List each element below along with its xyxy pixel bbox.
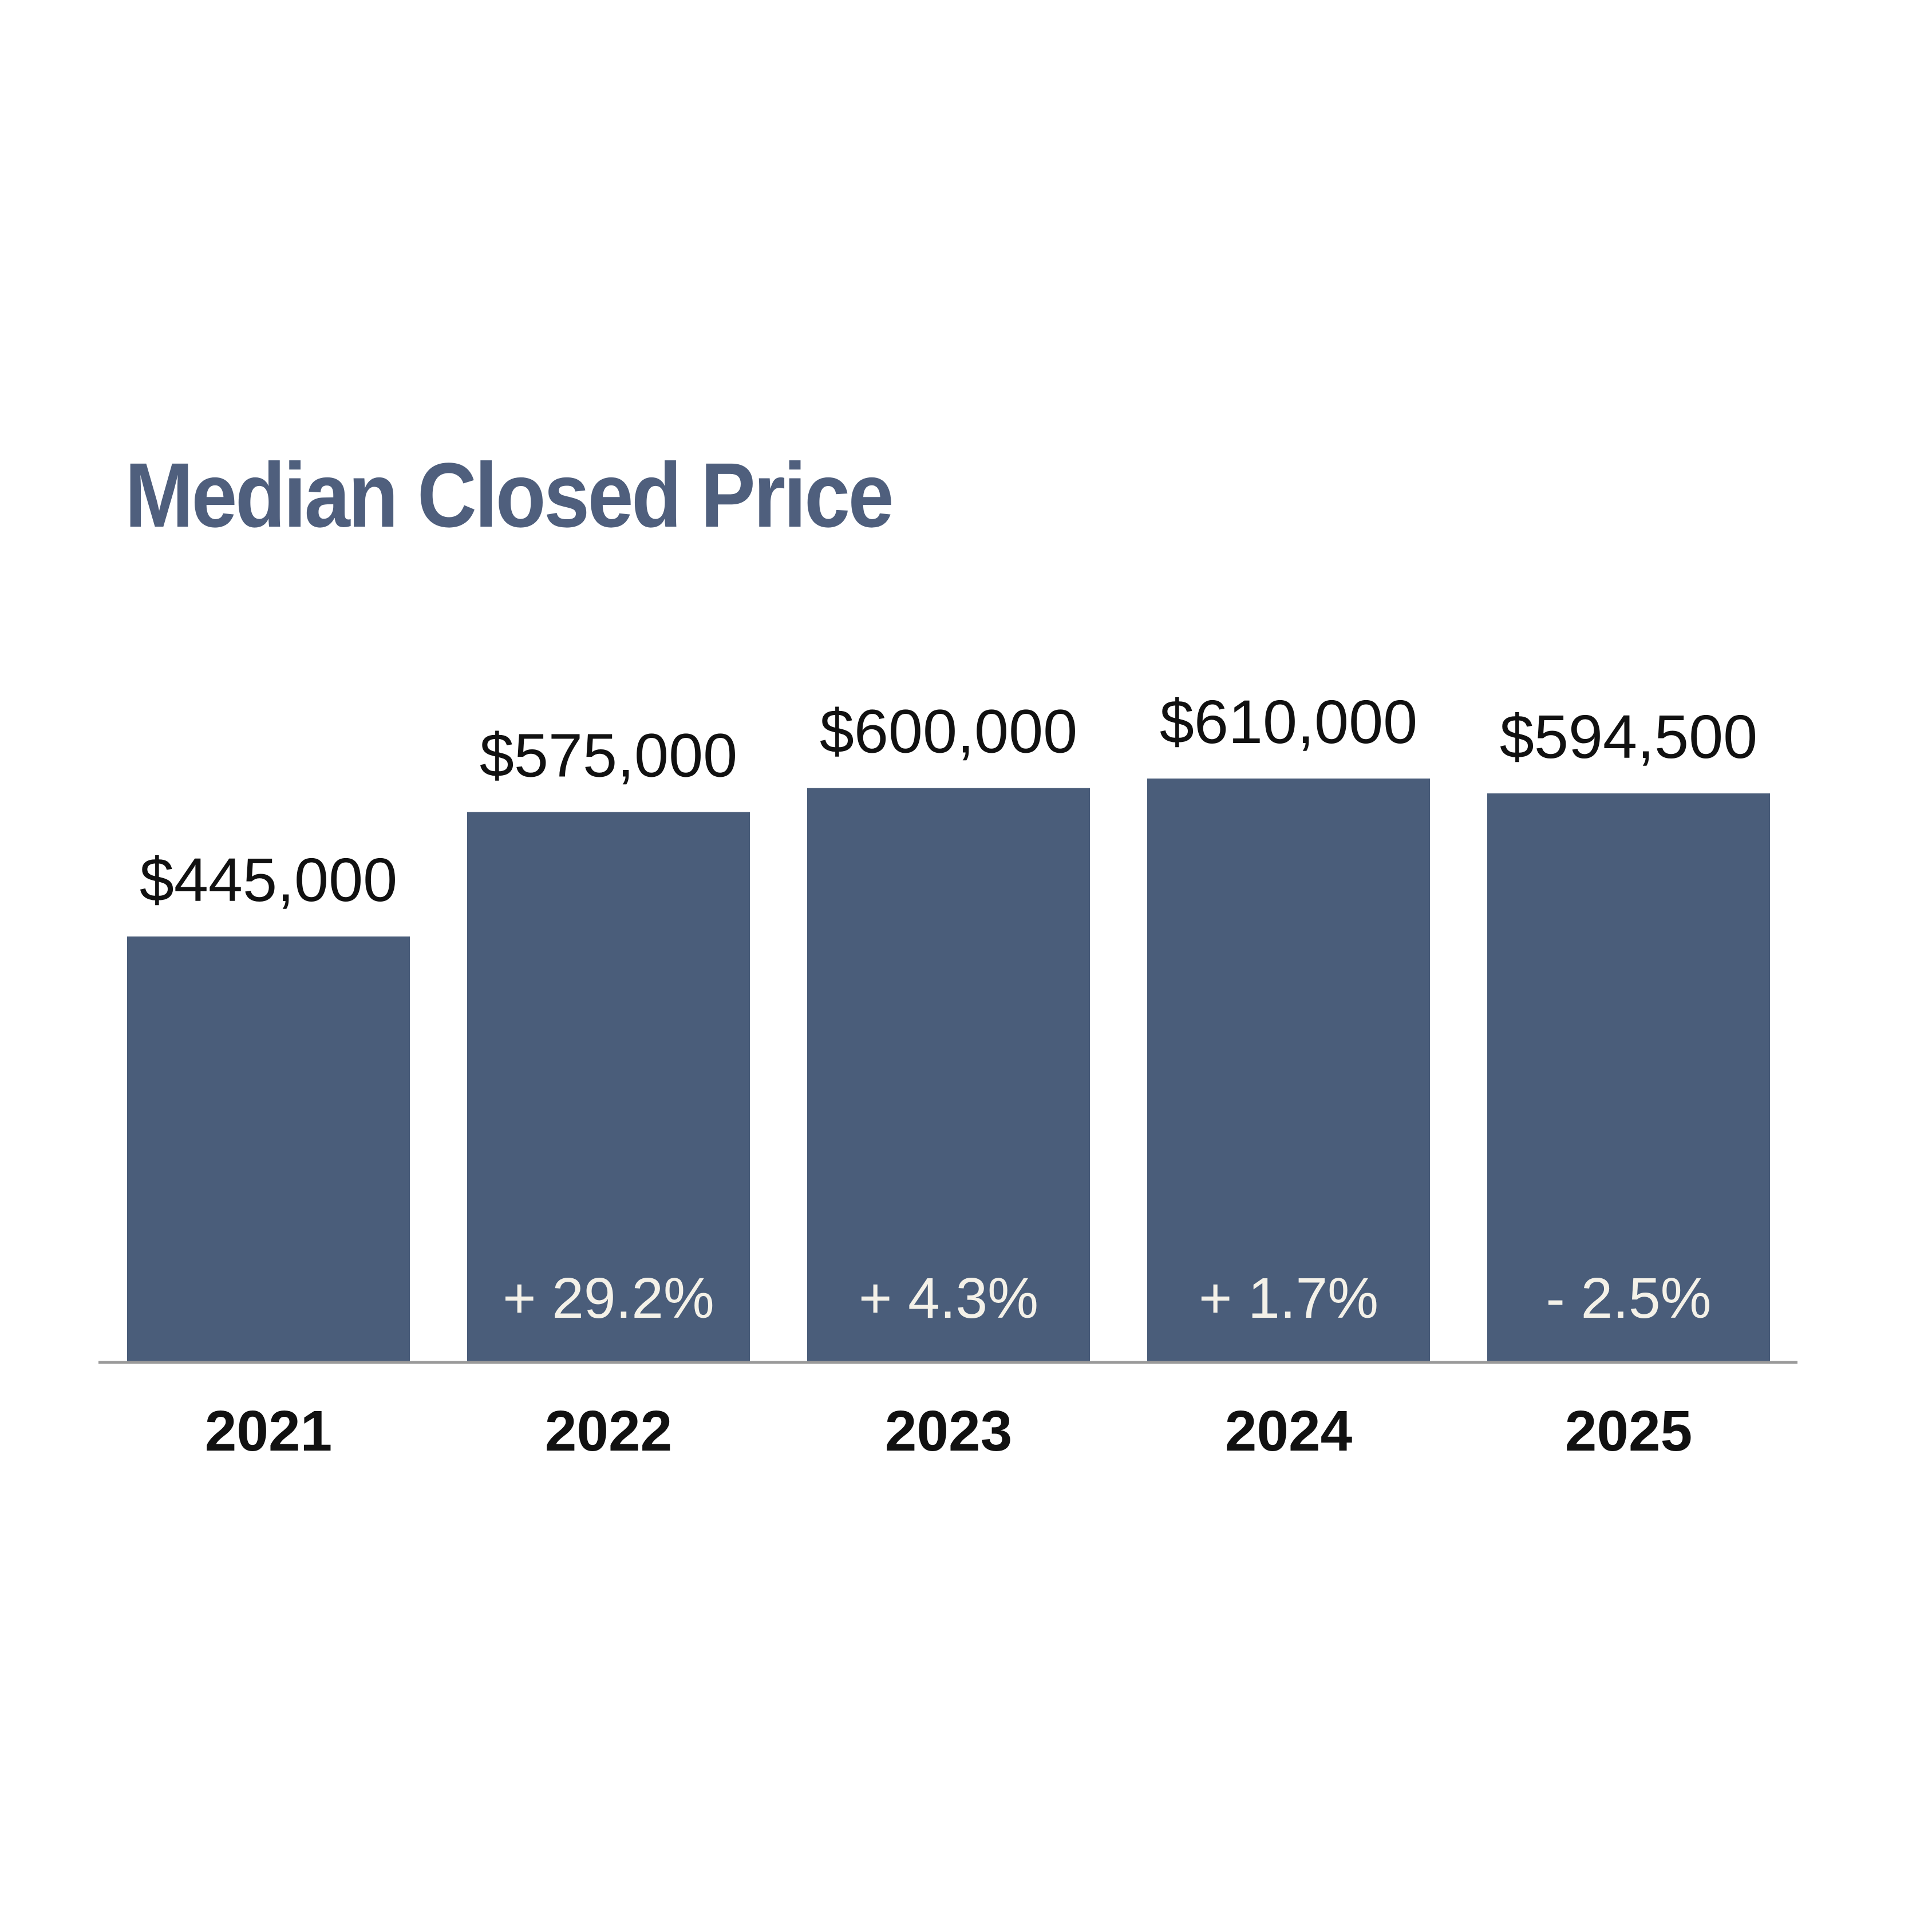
- value-label-2022: $575,000: [480, 721, 737, 790]
- x-tick-label-2024: 2024: [1225, 1399, 1353, 1463]
- change-label-2023: + 4.3%: [859, 1266, 1038, 1330]
- value-label-2023: $600,000: [820, 697, 1077, 766]
- bar-2024: [1147, 779, 1430, 1362]
- x-tick-label-2022: 2022: [545, 1399, 672, 1463]
- change-label-2024: + 1.7%: [1199, 1266, 1378, 1330]
- bars-group: [127, 779, 1770, 1362]
- value-label-2025: $594,500: [1500, 702, 1757, 771]
- bar-2023: [807, 788, 1090, 1362]
- change-label-2025: - 2.5%: [1546, 1266, 1711, 1330]
- bar-2025: [1487, 793, 1770, 1362]
- x-tick-label-2021: 2021: [205, 1399, 332, 1463]
- value-label-2024: $610,000: [1160, 687, 1417, 756]
- change-label-2022: + 29.2%: [503, 1266, 714, 1330]
- x-tick-label-2023: 2023: [885, 1399, 1012, 1463]
- x-tick-label-2025: 2025: [1565, 1399, 1692, 1463]
- bar-2022: [467, 812, 750, 1362]
- bar-2021: [127, 936, 410, 1362]
- value-label-2021: $445,000: [140, 845, 397, 914]
- labels-group: $445,000 2021 $575,000 + 29.2% 2022 $600,000 +…: [140, 687, 1757, 1463]
- chart-title: Median Closed Price: [125, 444, 894, 546]
